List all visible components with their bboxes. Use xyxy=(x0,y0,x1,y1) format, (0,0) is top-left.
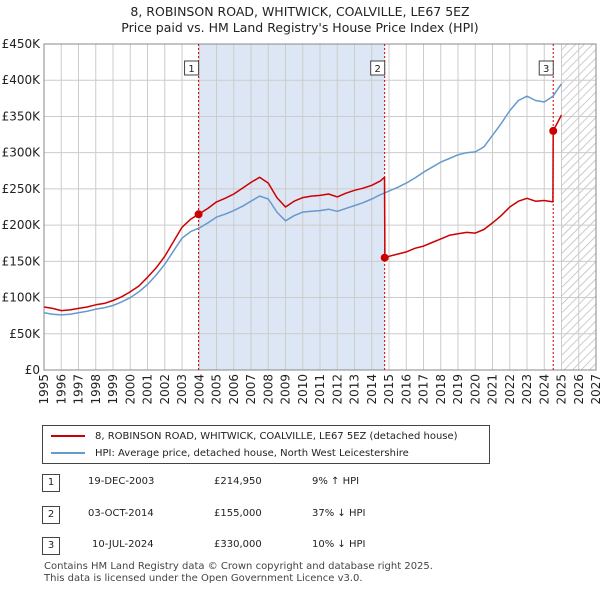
transaction-hpi-diff: 10% ↓ HPI xyxy=(312,539,366,550)
x-tick-label: 2018 xyxy=(434,374,448,405)
plot-border xyxy=(43,43,597,371)
y-tick-label: £350K xyxy=(2,109,42,123)
x-tick-label: 2019 xyxy=(451,374,465,405)
sale-point xyxy=(380,253,389,262)
price-chart: £0 £50K £100K £150K £200K £250K £300K £350K £400… xyxy=(2,37,600,405)
y-tick-label: £300K xyxy=(2,146,42,160)
transaction-number: 1 xyxy=(42,474,60,492)
x-tick-label: 2013 xyxy=(348,374,362,405)
x-tick-label: 2021 xyxy=(486,374,500,405)
x-tick-label: 1999 xyxy=(106,374,120,405)
x-tick-label: 2009 xyxy=(279,374,293,405)
transaction-price: £214,950 xyxy=(214,476,262,487)
y-tick-label: £50K xyxy=(9,327,41,341)
sale-marker-box xyxy=(370,60,386,76)
hpi-series-line xyxy=(43,83,563,316)
transaction-hpi-diff: 9% ↑ HPI xyxy=(312,476,360,487)
x-tick-label: 2015 xyxy=(382,374,396,405)
transaction-number: 3 xyxy=(42,537,60,555)
sale-marker-number: 3 xyxy=(543,64,549,75)
x-tick-label: 1997 xyxy=(72,374,86,405)
sale-point xyxy=(549,126,558,135)
x-tick-label: 2007 xyxy=(244,374,258,405)
x-tick-label: 2022 xyxy=(503,374,517,405)
x-tick-label: 2012 xyxy=(330,374,344,405)
x-tick-label: 2005 xyxy=(210,374,224,405)
legend-label-hpi: HPI: Average price, detached house, Nort… xyxy=(95,447,409,459)
sale-marker-badge: 1 xyxy=(184,60,200,76)
x-tick-label: 2004 xyxy=(192,374,206,405)
x-tick-label: 2020 xyxy=(468,374,482,405)
x-tick-label: 2008 xyxy=(261,374,275,405)
x-tick-label: 1995 xyxy=(37,374,51,405)
ownership-shade xyxy=(198,44,385,370)
legend-label-property: 8, ROBINSON ROAD, WHITWICK, COALVILLE, L… xyxy=(95,430,458,442)
legend-swatch-hpi xyxy=(51,452,85,454)
sale-marker-badge: 2 xyxy=(370,60,386,76)
transaction-date: 03-OCT-2014 xyxy=(88,508,154,519)
x-tick-label: 1996 xyxy=(54,374,68,405)
sale-marker-number: 1 xyxy=(188,64,194,75)
transaction-row: 3 10-JUL-2024 £330,000 10% ↓ HPI xyxy=(42,537,462,555)
y-tick-label: £250K xyxy=(2,182,42,196)
x-tick-label: 2001 xyxy=(141,374,155,405)
x-tick-label: 2024 xyxy=(537,374,551,405)
chart-legend: 8, ROBINSON ROAD, WHITWICK, COALVILLE, L… xyxy=(42,425,490,464)
x-tick-label: 2000 xyxy=(123,374,137,405)
sale-point xyxy=(194,210,203,219)
transaction-date: 10-JUL-2024 xyxy=(92,539,154,550)
transaction-row: 2 03-OCT-2014 £155,000 37% ↓ HPI xyxy=(42,506,462,524)
sale-marker-number: 2 xyxy=(375,64,381,75)
transaction-date: 19-DEC-2003 xyxy=(88,476,155,487)
y-tick-label: £400K xyxy=(2,73,42,87)
sale-marker-box xyxy=(538,60,554,76)
transaction-row: 1 19-DEC-2003 £214,950 9% ↑ HPI xyxy=(42,474,462,492)
legend-item-hpi: HPI: Average price, detached house, Nort… xyxy=(51,446,409,460)
x-tick-label: 2011 xyxy=(313,374,327,405)
x-tick-label: 2023 xyxy=(520,374,534,405)
chart-subtitle: Price paid vs. HM Land Registry's House … xyxy=(121,20,479,35)
x-tick-label: 2014 xyxy=(365,374,379,405)
sale-marker-badge: 3 xyxy=(538,60,554,76)
legend-swatch-property xyxy=(51,435,85,437)
x-tick-label: 2003 xyxy=(175,374,189,405)
chart-title: 8, ROBINSON ROAD, WHITWICK, COALVILLE, L… xyxy=(130,4,470,19)
footer-licence: This data is licensed under the Open Gov… xyxy=(44,573,363,584)
sale-marker-box xyxy=(184,60,200,76)
legend-item-property: 8, ROBINSON ROAD, WHITWICK, COALVILLE, L… xyxy=(51,429,458,443)
y-tick-label: £200K xyxy=(2,218,42,232)
x-tick-label: 2025 xyxy=(555,374,569,405)
x-tick-label: 2010 xyxy=(296,374,310,405)
y-tick-label: £100K xyxy=(2,291,42,305)
x-tick-label: 2002 xyxy=(158,374,172,405)
transaction-price: £155,000 xyxy=(214,508,262,519)
x-tick-label: 1998 xyxy=(89,374,103,405)
x-tick-label: 2016 xyxy=(399,374,413,405)
x-tick-label: 2027 xyxy=(589,374,600,405)
transaction-number: 2 xyxy=(42,506,60,524)
footer-copyright: Contains HM Land Registry data © Crown c… xyxy=(44,561,433,572)
transaction-hpi-diff: 37% ↓ HPI xyxy=(312,508,366,519)
y-tick-label: £0 xyxy=(25,363,40,377)
transaction-price: £330,000 xyxy=(214,539,262,550)
x-tick-label: 2017 xyxy=(417,374,431,405)
property-series-line xyxy=(43,114,563,312)
y-tick-label: £450K xyxy=(2,37,42,51)
x-tick-label: 2006 xyxy=(227,374,241,405)
x-tick-label: 2026 xyxy=(572,374,586,405)
y-tick-label: £150K xyxy=(2,254,42,268)
